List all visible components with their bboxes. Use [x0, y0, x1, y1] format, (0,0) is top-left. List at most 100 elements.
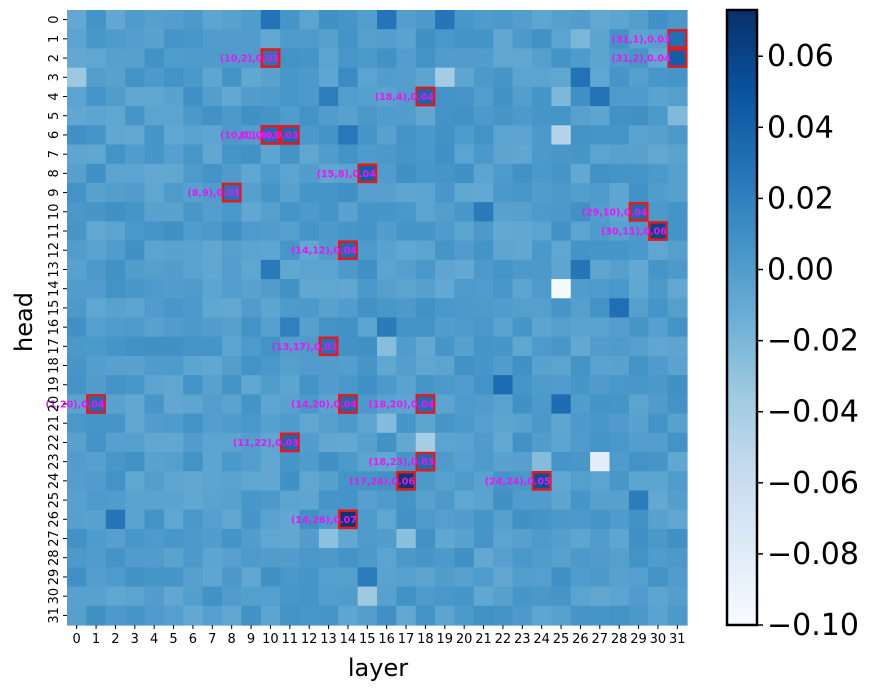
y-tick-label: 17: [47, 338, 62, 355]
heatmap-cell: [280, 471, 301, 492]
heatmap-cell: [163, 375, 184, 395]
heatmap-cell: [299, 240, 320, 261]
heatmap-cell: [396, 586, 417, 607]
heatmap-cell: [222, 394, 242, 415]
heatmap-cell: [67, 471, 87, 492]
heatmap-cell: [318, 471, 339, 492]
heatmap-cell: [415, 48, 436, 69]
heatmap-cell: [163, 528, 184, 549]
heatmap-cell: [105, 432, 126, 453]
heatmap-cell: [67, 355, 87, 376]
heatmap-cell: [473, 10, 494, 30]
heatmap-cell: [609, 490, 630, 511]
heatmap-cell: [377, 317, 397, 338]
heatmap-cell: [648, 182, 669, 203]
highlight-box: [318, 336, 339, 357]
heatmap-cell: [260, 548, 281, 568]
heatmap-cell: [202, 548, 223, 568]
heatmap-cell: [357, 605, 378, 626]
heatmap-cell: [144, 106, 165, 126]
heatmap-cell: [260, 413, 281, 434]
heatmap-cell: [570, 413, 591, 434]
heatmap-cell: [396, 317, 417, 338]
heatmap-cell: [318, 317, 339, 338]
heatmap-cell: [435, 355, 456, 376]
heatmap-cell: [570, 317, 591, 338]
heatmap-cell: [163, 394, 184, 415]
heatmap-cell: [377, 490, 397, 511]
heatmap-cell: [318, 605, 339, 626]
heatmap-cell: [435, 336, 456, 357]
heatmap-cell: [532, 471, 552, 492]
heatmap-cell: [183, 240, 204, 261]
heatmap-cell: [396, 67, 417, 88]
heatmap-cell: [377, 86, 397, 107]
heatmap-cell: [183, 86, 204, 107]
heatmap-cell: [163, 452, 184, 472]
heatmap-cell: [105, 163, 126, 184]
heatmap-cell: [648, 298, 669, 319]
y-tick-label: 27: [47, 530, 62, 547]
heatmap-cell: [454, 394, 475, 415]
highlight-box: [338, 240, 358, 261]
heatmap-cell: [299, 29, 320, 50]
heatmap-cell: [396, 394, 417, 415]
heatmap-cell: [628, 144, 649, 165]
x-axis-ticks: 0 1 2 3 4 5 6 7 8 9 10 11 12 13 14 15 16 17 18 19 20 21 22 23 24…: [73, 625, 686, 647]
heatmap-cell: [105, 67, 126, 88]
heatmap-cell: [202, 144, 223, 165]
heatmap-cell: [590, 432, 611, 453]
heatmap-cell: [396, 509, 417, 530]
heatmap-cell: [318, 375, 339, 395]
heatmap-cell: [163, 259, 184, 280]
heatmap-cell: [628, 567, 649, 588]
heatmap-cell: [473, 86, 494, 107]
heatmap-cell: [648, 394, 669, 415]
heatmap-cell: [454, 125, 475, 146]
heatmap-cell: [67, 336, 87, 357]
heatmap-cell: [318, 144, 339, 165]
y-tick-label: 26: [47, 511, 62, 528]
heatmap-cell: [260, 144, 281, 165]
heatmap-cell: [667, 490, 688, 511]
heatmap-cell: [609, 605, 630, 626]
heatmap-cell: [609, 471, 630, 492]
heatmap-cell: [105, 86, 126, 107]
heatmap-cell: [222, 182, 242, 203]
heatmap-cell: [357, 106, 378, 126]
heatmap-cell: [648, 490, 669, 511]
heatmap-cell: [667, 567, 688, 588]
heatmap-cell: [590, 452, 611, 472]
heatmap-cell: [163, 413, 184, 434]
y-axis-label: head: [10, 292, 38, 352]
heatmap-cell: [125, 182, 146, 203]
heatmap-cell: [67, 548, 87, 568]
heatmap-cell: [551, 394, 572, 415]
heatmap-cell: [105, 452, 126, 472]
heatmap-cell: [454, 317, 475, 338]
heatmap-cell: [570, 202, 591, 223]
heatmap-cell: [590, 259, 611, 280]
heatmap-cell: [609, 144, 630, 165]
heatmap-cell: [67, 163, 87, 184]
heatmap-cell: [551, 279, 572, 299]
heatmap-cell: [202, 86, 223, 107]
heatmap-cell: [144, 48, 165, 69]
heatmap-cell: [86, 298, 107, 319]
highlight-annotation: (18,20),0.04: [369, 399, 435, 410]
heatmap-cell: [260, 567, 281, 588]
heatmap-cell: [454, 259, 475, 280]
heatmap-cell: [415, 471, 436, 492]
heatmap-cell: [377, 144, 397, 165]
heatmap-cell: [493, 221, 514, 242]
heatmap-cell: [570, 106, 591, 126]
heatmap-cell: [454, 10, 475, 30]
heatmap-cell: [144, 240, 165, 261]
heatmap-cell: [86, 471, 107, 492]
heatmap-cell: [125, 317, 146, 338]
heatmap-cell: [86, 432, 107, 453]
heatmap-cell: [667, 10, 688, 30]
heatmap-cell: [493, 67, 514, 88]
heatmap-cell: [183, 548, 204, 568]
heatmap-cell: [454, 163, 475, 184]
